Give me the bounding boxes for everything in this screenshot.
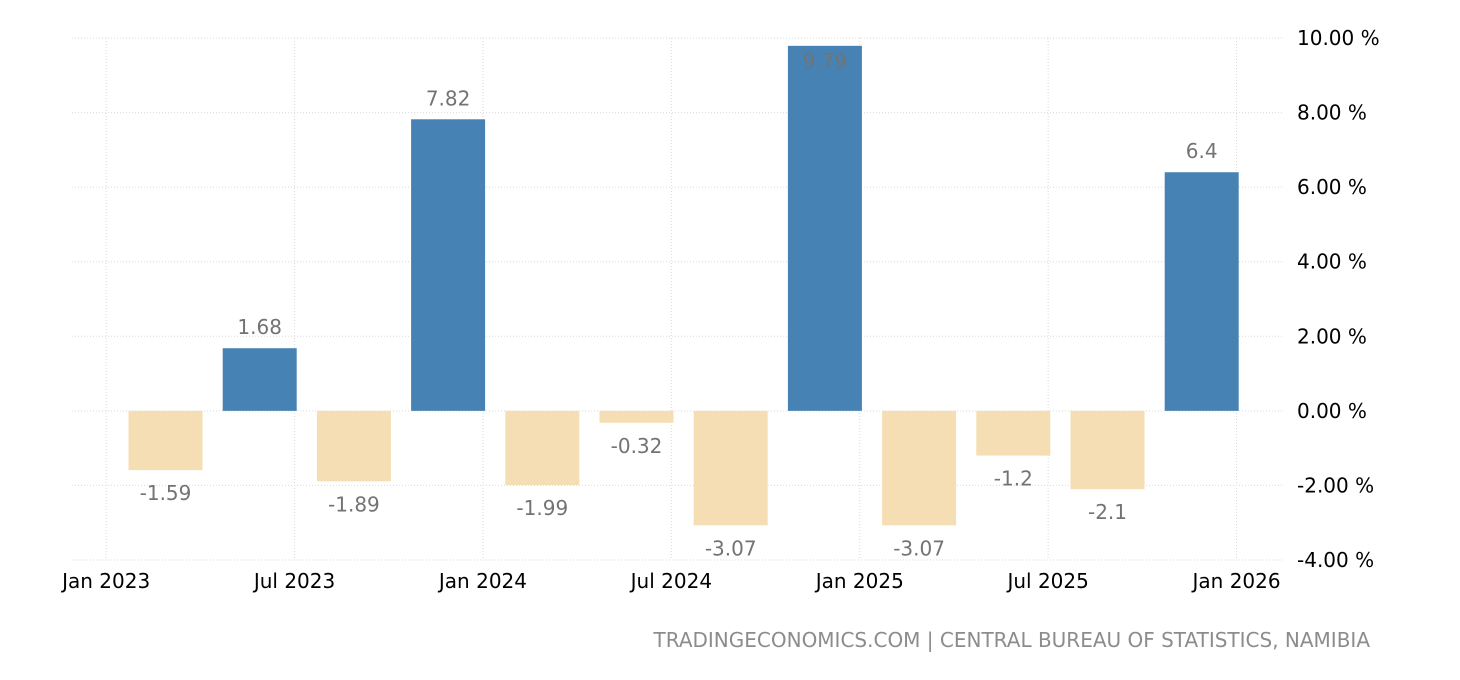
y-tick-label: 8.00 %	[1297, 101, 1367, 125]
data-label: -2.1	[1088, 500, 1127, 524]
x-axis: Jan 2023 Jul 2023 Jan 2024 Jul 2024 Jan 2025…	[60, 569, 1280, 593]
x-tick-label: Jan 2024	[437, 569, 527, 593]
bar	[882, 410, 957, 526]
bar	[976, 410, 1051, 456]
data-labels: -1.59 1.68 -1.89 7.82 -1.99 -0.32 -3.07 9.79 -3.…	[140, 49, 1218, 560]
data-label: -1.89	[328, 492, 380, 516]
y-tick-label: 10.00 %	[1297, 26, 1380, 50]
bar	[505, 410, 580, 486]
y-tick-label: 2.00 %	[1297, 324, 1367, 348]
x-tick-label: Jul 2024	[629, 569, 712, 593]
y-axis: 10.00 % 8.00 % 6.00 % 4.00 % 2.00 % 0.00 % -2.…	[1297, 26, 1380, 572]
y-tick-label: -4.00 %	[1297, 548, 1374, 572]
data-label: 1.68	[237, 315, 282, 339]
bar	[693, 410, 768, 526]
data-label: 6.4	[1186, 139, 1218, 163]
data-label: -3.07	[705, 536, 757, 560]
data-label: 7.82	[426, 86, 471, 110]
bar	[1070, 410, 1145, 490]
bar	[411, 119, 486, 411]
x-tick-label: Jul 2025	[1005, 569, 1088, 593]
x-tick-label: Jan 2023	[60, 569, 150, 593]
y-tick-label: 0.00 %	[1297, 399, 1367, 423]
data-label: -3.07	[893, 536, 945, 560]
bar	[128, 410, 203, 471]
bar	[1164, 172, 1239, 411]
x-tick-label: Jan 2026	[1191, 569, 1281, 593]
bar	[222, 348, 297, 411]
bar	[599, 410, 674, 423]
source-credit: TRADINGECONOMICS.COM | CENTRAL BUREAU OF…	[653, 628, 1370, 652]
data-label: 9.79	[803, 49, 848, 73]
y-tick-label: -2.00 %	[1297, 473, 1374, 497]
x-tick-label: Jan 2025	[814, 569, 904, 593]
data-label: -0.32	[611, 434, 663, 458]
bar	[316, 410, 391, 482]
data-label: -1.59	[140, 481, 192, 505]
data-label: -1.99	[516, 496, 568, 520]
x-tick-label: Jul 2023	[252, 569, 335, 593]
bar	[787, 45, 862, 411]
bars	[128, 45, 1239, 526]
y-tick-label: 6.00 %	[1297, 175, 1367, 199]
data-label: -1.2	[994, 467, 1033, 491]
y-tick-label: 4.00 %	[1297, 250, 1367, 274]
